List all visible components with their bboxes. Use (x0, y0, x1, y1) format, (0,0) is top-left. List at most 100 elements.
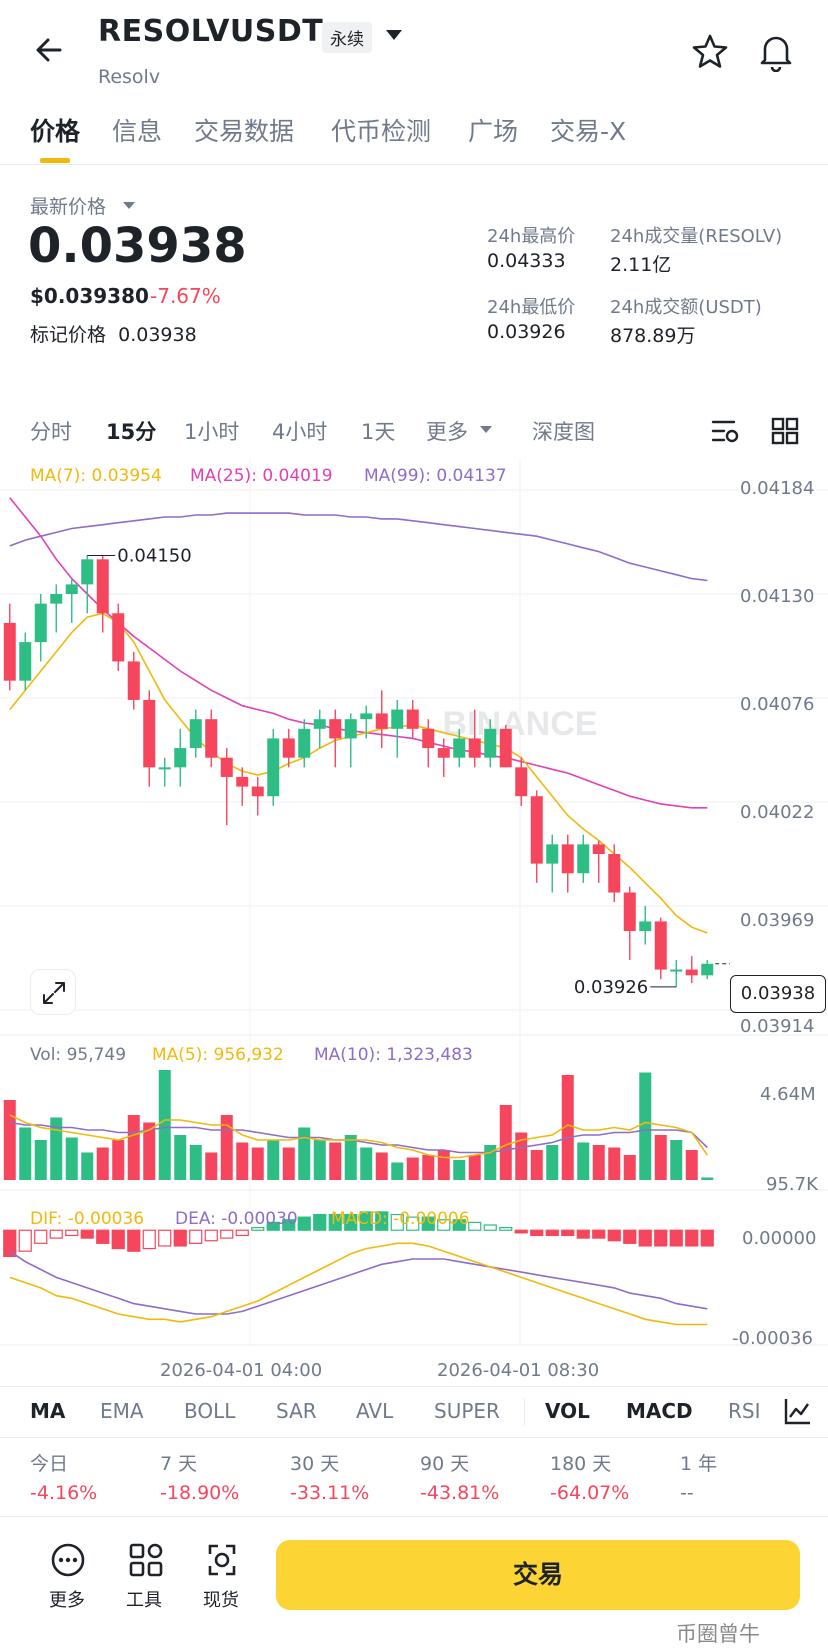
macd-bar (483, 1224, 497, 1231)
candle-body (530, 796, 543, 864)
tab-trade-x[interactable]: 交易-X (550, 117, 627, 146)
ma25-legend: MA(25): 0.04019 (190, 466, 333, 486)
tab-price[interactable]: 价格 (30, 117, 81, 146)
more-label[interactable]: 更多 (49, 1590, 85, 1611)
expand-chart-button[interactable] (30, 969, 76, 1015)
tf-depth[interactable]: 深度图 (532, 420, 595, 444)
bell-icon[interactable] (756, 30, 796, 72)
tf-15m[interactable]: 15分 (106, 420, 157, 444)
volume-bar (453, 1160, 466, 1180)
macd-bar (111, 1229, 125, 1250)
candle-body (670, 969, 683, 972)
favorite-star-icon[interactable] (690, 32, 730, 72)
macd-bar (173, 1229, 187, 1247)
macd-bar (220, 1229, 234, 1239)
asset-name: Resolv (98, 66, 161, 88)
ind-tab-ema[interactable]: EMA (100, 1399, 144, 1423)
spot-icon[interactable] (202, 1540, 242, 1580)
volume-bar (375, 1152, 388, 1180)
macd-bar (96, 1229, 110, 1244)
volume-bar (329, 1142, 342, 1180)
macd-axis-label: -0.00036 (732, 1328, 813, 1349)
candle-body (65, 584, 78, 594)
price-change: -7.67% (150, 284, 221, 308)
tf-more[interactable]: 更多 (426, 420, 468, 444)
candle-body (406, 709, 419, 729)
ind-tab-boll[interactable]: BOLL (184, 1399, 236, 1423)
amount-value: 878.89万 (610, 325, 696, 347)
ind-tab-rsi[interactable]: RSI (728, 1399, 761, 1423)
tools-label[interactable]: 工具 (126, 1590, 162, 1611)
chart-settings-icon[interactable] (710, 416, 740, 446)
symbol-title[interactable]: RESOLVUSDT (98, 14, 324, 49)
ind-tab-vol[interactable]: VOL (545, 1399, 590, 1423)
ind-tab-sar[interactable]: SAR (276, 1399, 317, 1423)
tab-token-check[interactable]: 代币检测 (331, 117, 432, 146)
latest-price-dropdown-icon[interactable] (123, 202, 135, 209)
volume-bar (19, 1127, 32, 1180)
candle-body (19, 642, 32, 681)
macd-bar (158, 1229, 172, 1247)
volume-bar (34, 1140, 47, 1180)
macd-bar (514, 1229, 528, 1234)
tf-1h[interactable]: 1小时 (184, 420, 240, 444)
tab-info[interactable]: 信息 (112, 117, 163, 146)
volume-bar (592, 1145, 605, 1180)
tf-4h[interactable]: 4小时 (272, 420, 328, 444)
more-dropdown-icon[interactable] (480, 426, 492, 433)
ma25-line (9, 497, 708, 809)
tf-1d[interactable]: 1天 (361, 420, 396, 444)
perf-value: -18.90% (160, 1482, 240, 1504)
volume-bar (623, 1155, 636, 1180)
ind-tab-ma[interactable]: MA (30, 1399, 66, 1423)
candle-body (608, 854, 621, 893)
price-axis-label: 0.04076 (740, 694, 815, 715)
candle-body (344, 719, 357, 739)
low-value: 0.03926 (487, 321, 566, 343)
back-arrow-icon[interactable] (30, 30, 70, 70)
more-dots-icon[interactable] (48, 1540, 88, 1580)
layout-grid-icon[interactable] (770, 416, 800, 446)
trade-button[interactable]: 交易 (276, 1540, 800, 1610)
tf-line[interactable]: 分时 (30, 420, 72, 444)
latest-price-label[interactable]: 最新价格 (30, 196, 107, 218)
volume-bar (3, 1100, 16, 1180)
candle-body (313, 719, 326, 729)
tab-square[interactable]: 广场 (468, 117, 519, 146)
chart-watermark: BINANCE (443, 705, 598, 743)
tab-trading-data[interactable]: 交易数据 (194, 117, 295, 146)
candle-body (561, 844, 574, 874)
candle-body (499, 728, 512, 768)
macd-bar (375, 1211, 389, 1231)
macd-bar (669, 1229, 683, 1247)
contract-type-badge[interactable]: 永续 (322, 22, 372, 53)
indicator-settings-icon[interactable] (783, 1396, 813, 1426)
current-price-tag: 0.03938 (730, 975, 826, 1013)
candle-body (3, 622, 16, 681)
volume-bar (468, 1155, 481, 1180)
ind-tab-super[interactable]: SUPER (434, 1399, 500, 1423)
volume-bar (236, 1142, 249, 1180)
perf-value: -43.81% (420, 1482, 500, 1504)
spot-label[interactable]: 现货 (203, 1590, 239, 1611)
candle-body (654, 921, 667, 970)
vol-axis-label: 95.7K (766, 1174, 818, 1195)
volume-bar (143, 1122, 156, 1180)
candle-body (360, 713, 373, 720)
volume-bar (205, 1152, 218, 1180)
volume-bar (639, 1072, 652, 1180)
price-chart[interactable]: BINANCE 0.04150 0.03926 (0, 459, 828, 1349)
symbol-dropdown-icon[interactable] (386, 30, 402, 40)
volume-bar (112, 1140, 125, 1180)
amount-label: 24h成交额(USDT) (610, 297, 762, 318)
ind-tab-macd[interactable]: MACD (626, 1399, 693, 1423)
ind-tab-avl[interactable]: AVL (356, 1399, 394, 1423)
macd-bar (592, 1229, 606, 1239)
tools-icon[interactable] (126, 1540, 166, 1580)
macd-bar (390, 1213, 404, 1231)
macd-bar (685, 1229, 699, 1247)
volume-bar (546, 1145, 559, 1180)
macd-bar (127, 1229, 141, 1252)
volume-bar (437, 1150, 450, 1180)
volume-bar (530, 1150, 543, 1180)
